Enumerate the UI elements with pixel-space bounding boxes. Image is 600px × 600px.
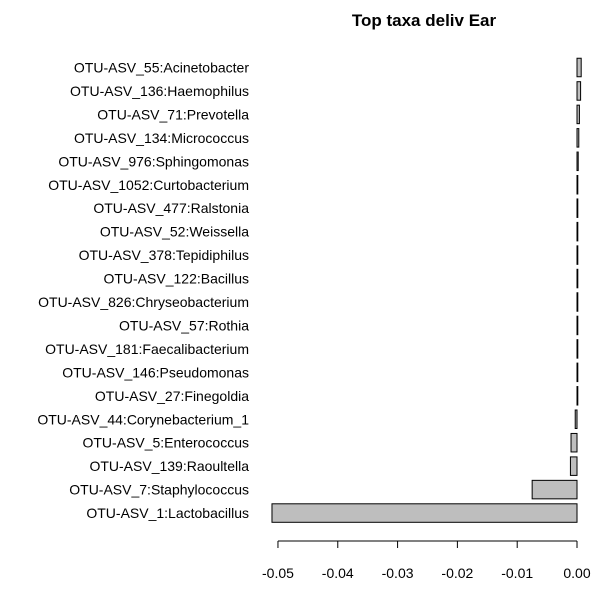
category-labels: OTU-ASV_55:Acinetobacter OTU-ASV_136:Haem… (37, 60, 249, 522)
category-label: OTU-ASV_181:Faecalibacterium (45, 341, 249, 357)
bar (576, 221, 579, 242)
chart-title: Top taxa deliv Ear (352, 11, 497, 30)
bars (271, 57, 582, 523)
bar (574, 409, 578, 429)
x-tick-label: 0.00 (563, 565, 590, 581)
category-label: OTU-ASV_27:Finegoldia (95, 388, 249, 404)
bar (576, 175, 579, 195)
category-label: OTU-ASV_1052:Curtobacterium (48, 177, 249, 193)
category-label: OTU-ASV_55:Acinetobacter (74, 60, 249, 76)
category-label: OTU-ASV_976:Sphingomonas (58, 153, 249, 169)
bar (576, 245, 579, 265)
x-tick-label: -0.03 (382, 565, 414, 581)
category-label: OTU-ASV_7:Staphylococcus (69, 482, 249, 498)
x-tick-label: -0.02 (441, 565, 473, 581)
category-label: OTU-ASV_44:Corynebacterium_1 (37, 411, 249, 427)
bar (576, 386, 579, 406)
x-tick-label: -0.04 (322, 565, 354, 581)
category-label: OTU-ASV_139:Raoultella (89, 458, 249, 474)
bar (271, 503, 578, 523)
category-label: OTU-ASV_5:Enterococcus (82, 435, 249, 451)
bar (576, 81, 582, 101)
category-label: OTU-ASV_134:Micrococcus (74, 130, 249, 146)
x-tick-label: -0.01 (501, 565, 533, 581)
category-label: OTU-ASV_71:Prevotella (97, 106, 249, 122)
bar (576, 315, 579, 336)
category-label: OTU-ASV_477:Ralstonia (93, 200, 249, 216)
category-label: OTU-ASV_52:Weissella (100, 224, 249, 240)
category-label: OTU-ASV_1:Lactobacillus (86, 505, 249, 521)
bar (576, 151, 579, 172)
bar (576, 198, 579, 218)
bar (576, 339, 579, 359)
x-tick-label: -0.05 (262, 565, 294, 581)
bar (576, 292, 579, 312)
category-label: OTU-ASV_136:Haemophilus (70, 83, 249, 99)
category-label: OTU-ASV_378:Tepidiphilus (79, 247, 249, 263)
bar (531, 479, 578, 500)
bar (570, 432, 578, 453)
category-label: OTU-ASV_122:Bacillus (103, 271, 249, 287)
bar (576, 362, 579, 383)
category-label: OTU-ASV_826:Chryseobacterium (38, 294, 249, 310)
category-label: OTU-ASV_57:Rothia (119, 317, 249, 333)
bar (576, 104, 580, 125)
bar (576, 57, 582, 78)
bar (569, 456, 578, 476)
x-axis: -0.05 -0.04 -0.03 -0.02 -0.01 0.00 (262, 540, 591, 581)
bar (576, 128, 580, 148)
bar (576, 268, 579, 289)
category-label: OTU-ASV_146:Pseudomonas (62, 364, 249, 380)
